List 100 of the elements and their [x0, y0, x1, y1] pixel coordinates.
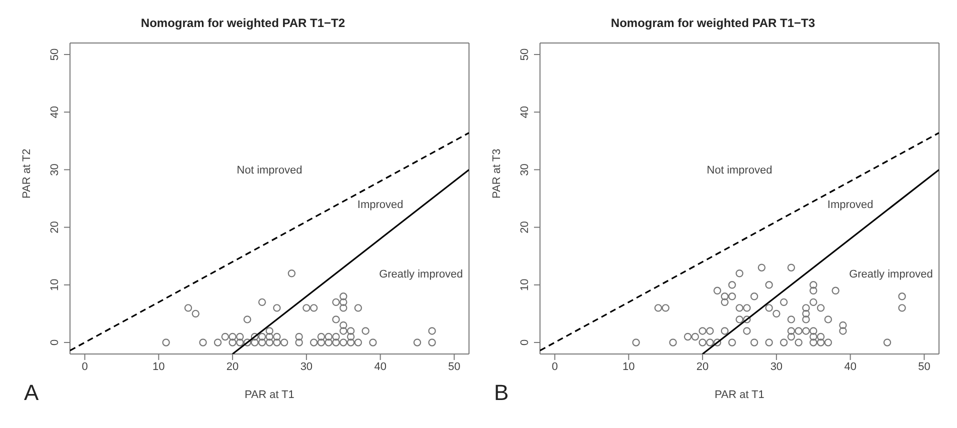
point — [332, 332, 340, 341]
point — [750, 338, 758, 346]
point — [340, 298, 348, 306]
point — [765, 281, 773, 289]
point — [816, 304, 825, 312]
point — [310, 338, 318, 346]
point — [236, 332, 244, 341]
point — [787, 332, 796, 341]
point — [780, 298, 788, 306]
point — [258, 332, 266, 341]
x-tick-label: 40 — [374, 360, 386, 373]
point — [632, 338, 640, 346]
point — [258, 298, 266, 306]
point — [236, 338, 244, 346]
point — [802, 316, 810, 324]
point — [162, 338, 170, 346]
point — [266, 338, 274, 346]
y-tick-label: 20 — [519, 221, 531, 234]
point — [802, 310, 810, 318]
point — [839, 321, 847, 330]
annotation: Not improved — [236, 164, 302, 177]
y-tick-label: 30 — [519, 164, 531, 176]
point — [192, 310, 200, 318]
point — [221, 332, 230, 341]
point — [317, 332, 326, 341]
x-tick-label: 30 — [770, 360, 783, 373]
x-tick-label: 0 — [552, 360, 558, 373]
annotation: Not improved — [706, 164, 772, 177]
point — [758, 264, 766, 272]
text: B — [494, 380, 509, 406]
point — [706, 338, 714, 346]
point — [898, 304, 906, 312]
x-tick-label: 30 — [300, 360, 313, 373]
point — [713, 286, 722, 294]
x-axis-title: PAR at T1 — [244, 389, 294, 401]
point — [765, 304, 773, 312]
point — [743, 327, 751, 335]
point — [832, 286, 840, 294]
point — [340, 338, 348, 346]
point — [787, 327, 796, 335]
point — [324, 338, 332, 346]
y-tick-label: 0 — [49, 339, 61, 346]
point — [332, 338, 340, 346]
point — [810, 332, 818, 341]
y-tick-label: 20 — [49, 221, 61, 234]
point — [706, 327, 714, 335]
y-tick-label: 10 — [49, 278, 61, 292]
point — [228, 332, 236, 341]
point — [302, 304, 310, 312]
point — [273, 304, 281, 312]
point — [250, 338, 259, 346]
point — [780, 338, 788, 346]
point — [354, 304, 362, 312]
point — [354, 338, 362, 346]
x-tick-label: 20 — [226, 360, 239, 373]
point — [816, 332, 825, 341]
point — [346, 332, 355, 341]
chart-title: Nomogram for weighted PAR T1−T3 — [610, 15, 816, 32]
point — [720, 298, 729, 306]
text: A — [24, 380, 39, 406]
chart-title: Nomogram for weighted PAR T1−T2 — [140, 15, 346, 32]
point — [266, 332, 274, 341]
point — [810, 327, 818, 335]
x-tick-label: 0 — [82, 360, 88, 373]
x-axis-title: PAR at T1 — [714, 389, 764, 401]
point — [258, 338, 266, 346]
point — [720, 292, 729, 300]
point — [428, 327, 436, 335]
point — [839, 327, 847, 335]
point — [765, 338, 773, 346]
point — [199, 338, 207, 346]
annotation: Greatly improved — [379, 268, 463, 280]
x-tick-label: 50 — [918, 360, 930, 373]
point — [250, 332, 259, 341]
point — [266, 327, 274, 335]
point — [317, 338, 326, 346]
point — [362, 327, 370, 335]
point — [698, 338, 706, 346]
point — [340, 321, 348, 330]
point — [662, 304, 670, 312]
point — [340, 304, 348, 312]
point — [810, 338, 818, 346]
point — [214, 338, 222, 346]
x-tick-label: 10 — [622, 360, 635, 373]
point — [728, 292, 736, 300]
point — [810, 298, 818, 306]
point — [340, 292, 348, 300]
x-tick-label: 50 — [448, 360, 460, 373]
point — [346, 327, 355, 335]
y-tick-label: 0 — [519, 339, 531, 346]
point — [243, 338, 252, 346]
point — [684, 332, 692, 341]
point — [324, 332, 332, 341]
annotation: Improved — [827, 199, 874, 212]
point — [743, 316, 751, 324]
point — [691, 332, 700, 341]
y-tick-label: 50 — [49, 48, 61, 61]
point — [669, 338, 677, 346]
point — [332, 316, 340, 324]
y-tick-label: 40 — [519, 106, 531, 118]
